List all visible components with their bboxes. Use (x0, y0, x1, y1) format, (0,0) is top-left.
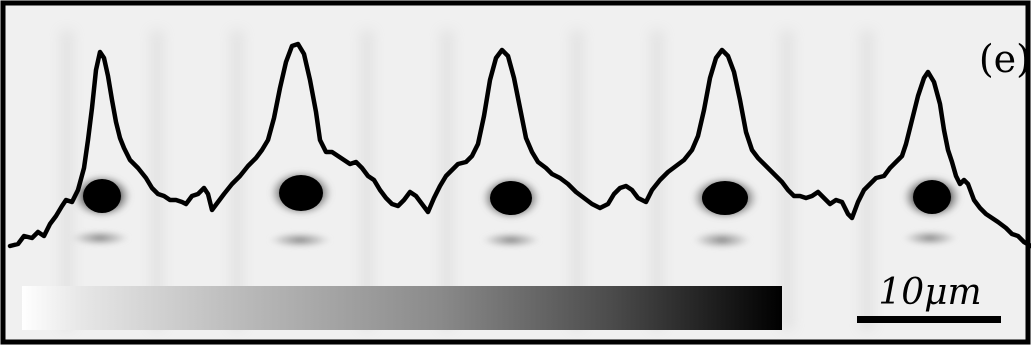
colorbar (22, 286, 782, 330)
scale-bar-label: 10μm (878, 272, 981, 313)
spot-3 (481, 176, 541, 248)
spot-1 (70, 174, 132, 246)
panel-label: (e) (979, 37, 1031, 81)
spot-2 (268, 170, 333, 248)
spot-5 (902, 175, 962, 246)
scale-bar-line (857, 316, 1001, 323)
spot-4 (691, 176, 759, 249)
scale-bar: 10μm (857, 272, 1001, 323)
background-fringes (60, 30, 874, 330)
intensity-profile-line (7, 41, 1031, 249)
spot-array (70, 170, 962, 249)
